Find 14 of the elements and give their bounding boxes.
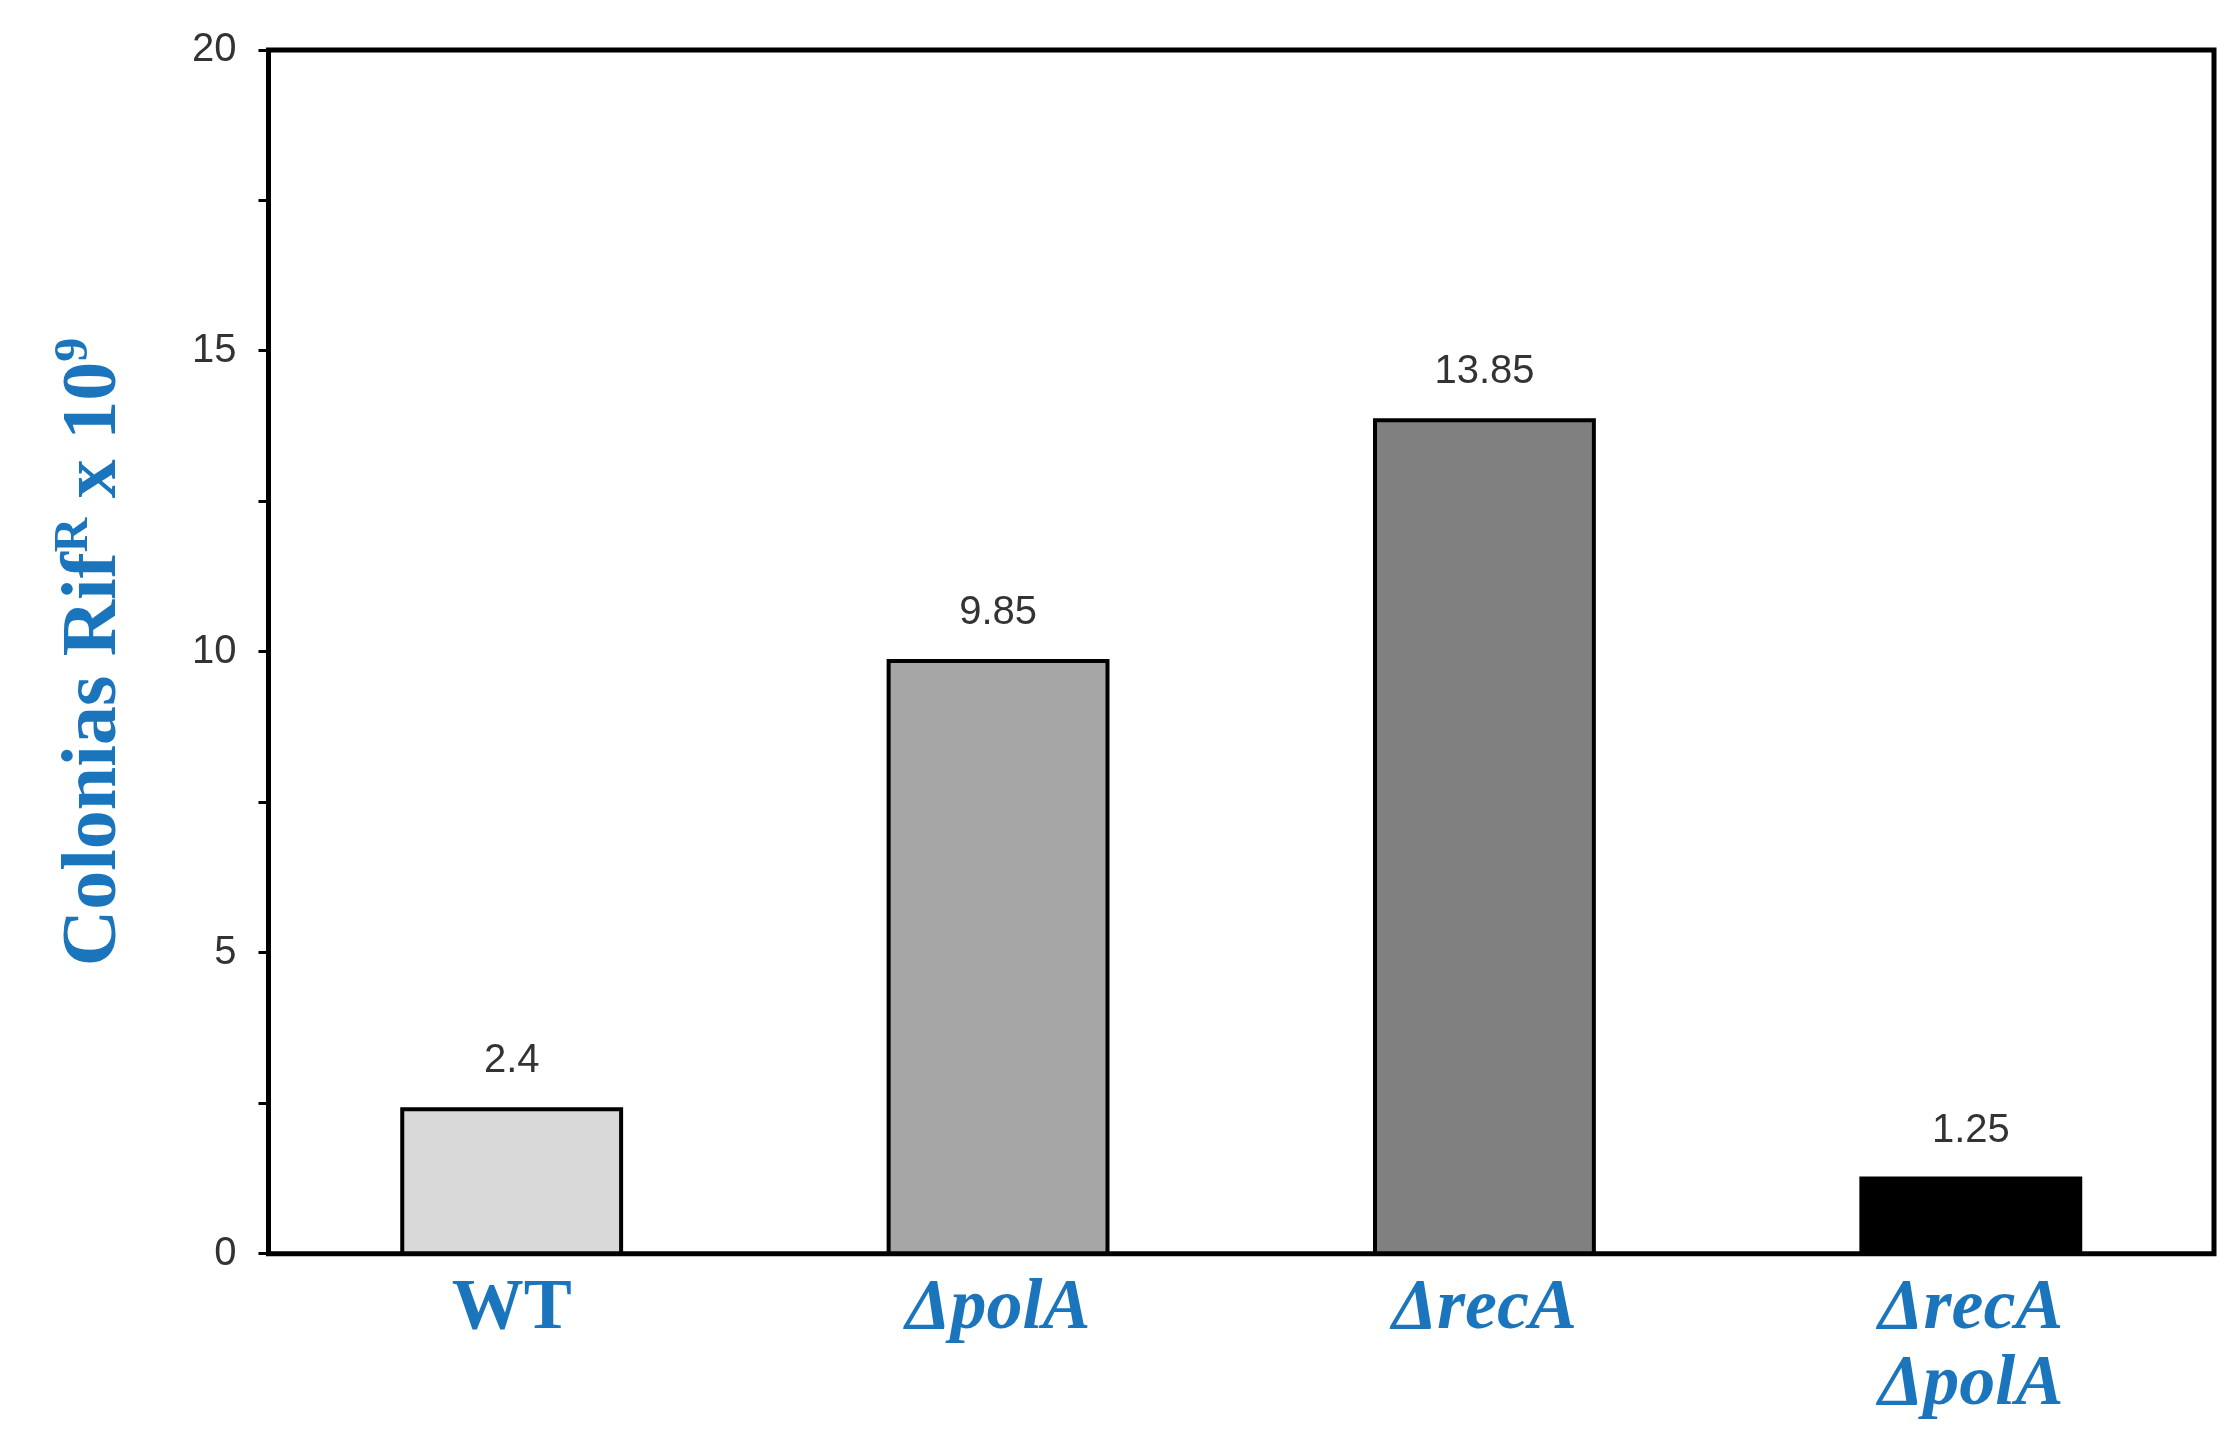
x-tick-label: ΔrecA ΔpolA [1875,1264,2064,1420]
y-tick-label: 10 [191,626,237,671]
data-label: 9.85 [959,587,1037,632]
y-tick-label: 0 [214,1228,237,1273]
y-tick-label: 15 [191,325,237,370]
y-tick-label: 20 [191,25,237,70]
data-label: 1.25 [1931,1105,2010,1150]
y-axis-title: Colonias RifR x 109 [44,337,133,967]
data-label: 2.4 [483,1036,540,1081]
x-tick-label: ΔpolA [902,1264,1091,1345]
x-tick-label: WT [451,1264,572,1345]
y-tick-label: 5 [214,927,237,972]
data-label: 13.85 [1434,347,1535,392]
x-tick-label: ΔrecA [1388,1264,1577,1345]
